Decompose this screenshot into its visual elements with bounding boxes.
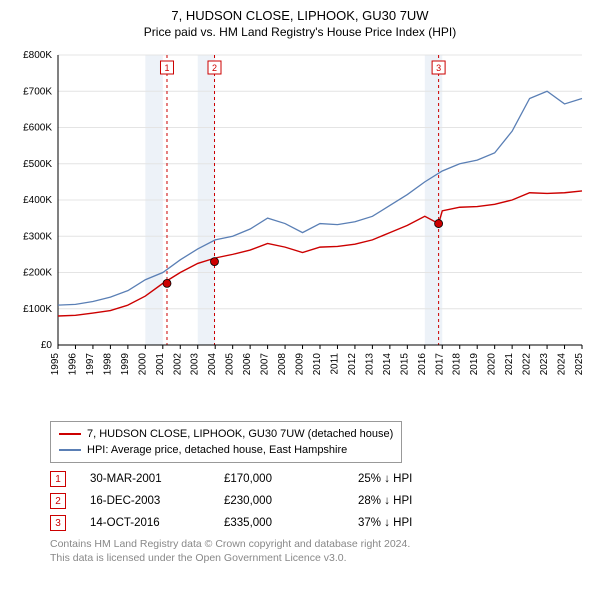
svg-text:2001: 2001: [155, 353, 166, 376]
svg-text:2008: 2008: [277, 353, 288, 376]
footer: Contains HM Land Registry data © Crown c…: [50, 537, 590, 565]
svg-text:2015: 2015: [399, 353, 410, 376]
legend-item: HPI: Average price, detached house, East…: [59, 442, 393, 458]
chart: £0 £100K £200K £300K £400K £500K £600K £700K £80…: [10, 45, 590, 415]
svg-text:2017: 2017: [434, 353, 445, 376]
svg-text:£700K: £700K: [23, 86, 52, 97]
event-date: 30-MAR-2001: [90, 473, 200, 485]
event-row: 3 14-OCT-2016 £335,000 37% ↓ HPI: [50, 515, 590, 531]
event-delta: 37% ↓ HPI: [358, 517, 468, 529]
svg-text:1998: 1998: [102, 353, 113, 376]
event-date: 16-DEC-2003: [90, 495, 200, 507]
event-price: £170,000: [224, 473, 334, 485]
event-date: 14-OCT-2016: [90, 517, 200, 529]
svg-text:3: 3: [436, 63, 441, 73]
event-marker: 2: [50, 493, 66, 509]
chart-card: 7, HUDSON CLOSE, LIPHOOK, GU30 7UW Price…: [0, 0, 600, 575]
svg-text:2024: 2024: [557, 353, 568, 376]
svg-text:2020: 2020: [487, 353, 498, 376]
svg-text:2023: 2023: [539, 353, 550, 376]
svg-text:£100K: £100K: [23, 304, 52, 315]
svg-text:2010: 2010: [312, 353, 323, 376]
svg-text:2004: 2004: [207, 353, 218, 376]
event-price: £230,000: [224, 495, 334, 507]
svg-text:2022: 2022: [522, 353, 533, 376]
svg-text:2002: 2002: [172, 353, 183, 376]
svg-text:2019: 2019: [469, 353, 480, 376]
svg-text:£0: £0: [41, 340, 53, 351]
legend: 7, HUDSON CLOSE, LIPHOOK, GU30 7UW (deta…: [50, 421, 402, 463]
event-marker: 1: [50, 471, 66, 487]
event-delta: 25% ↓ HPI: [358, 473, 468, 485]
event-row: 2 16-DEC-2003 £230,000 28% ↓ HPI: [50, 493, 590, 509]
svg-text:£400K: £400K: [23, 195, 52, 206]
svg-text:2005: 2005: [225, 353, 236, 376]
svg-text:£200K: £200K: [23, 268, 52, 279]
svg-text:2013: 2013: [364, 353, 375, 376]
footer-line: This data is licensed under the Open Gov…: [50, 551, 590, 565]
svg-text:2011: 2011: [329, 353, 340, 375]
title: 7, HUDSON CLOSE, LIPHOOK, GU30 7UW: [10, 8, 590, 23]
svg-text:1999: 1999: [120, 353, 131, 376]
svg-text:£300K: £300K: [23, 231, 52, 242]
svg-text:2012: 2012: [347, 353, 358, 376]
svg-text:2016: 2016: [417, 353, 428, 376]
event-price: £335,000: [224, 517, 334, 529]
legend-swatch: [59, 433, 81, 435]
svg-text:£600K: £600K: [23, 123, 52, 134]
svg-text:2025: 2025: [574, 353, 585, 376]
subtitle: Price paid vs. HM Land Registry's House …: [10, 25, 590, 39]
svg-text:2007: 2007: [260, 353, 271, 376]
legend-label: HPI: Average price, detached house, East…: [87, 442, 347, 458]
svg-text:2: 2: [212, 63, 217, 73]
svg-text:2014: 2014: [382, 353, 393, 376]
footer-line: Contains HM Land Registry data © Crown c…: [50, 537, 590, 551]
event-marker: 3: [50, 515, 66, 531]
svg-text:1995: 1995: [50, 353, 61, 376]
legend-swatch: [59, 449, 81, 451]
svg-text:2009: 2009: [295, 353, 306, 376]
svg-text:£800K: £800K: [23, 50, 52, 61]
legend-label: 7, HUDSON CLOSE, LIPHOOK, GU30 7UW (deta…: [87, 426, 393, 442]
event-row: 1 30-MAR-2001 £170,000 25% ↓ HPI: [50, 471, 590, 487]
svg-text:1: 1: [164, 63, 169, 73]
legend-item: 7, HUDSON CLOSE, LIPHOOK, GU30 7UW (deta…: [59, 426, 393, 442]
svg-text:1996: 1996: [67, 353, 78, 376]
svg-text:1997: 1997: [85, 353, 96, 376]
svg-text:2018: 2018: [452, 353, 463, 376]
event-delta: 28% ↓ HPI: [358, 495, 468, 507]
svg-text:2021: 2021: [504, 353, 515, 376]
svg-text:2000: 2000: [137, 353, 148, 376]
svg-text:£500K: £500K: [23, 159, 52, 170]
event-table: 1 30-MAR-2001 £170,000 25% ↓ HPI 2 16-DEC-200…: [50, 471, 590, 531]
svg-text:2003: 2003: [190, 353, 201, 376]
svg-text:2006: 2006: [242, 353, 253, 376]
